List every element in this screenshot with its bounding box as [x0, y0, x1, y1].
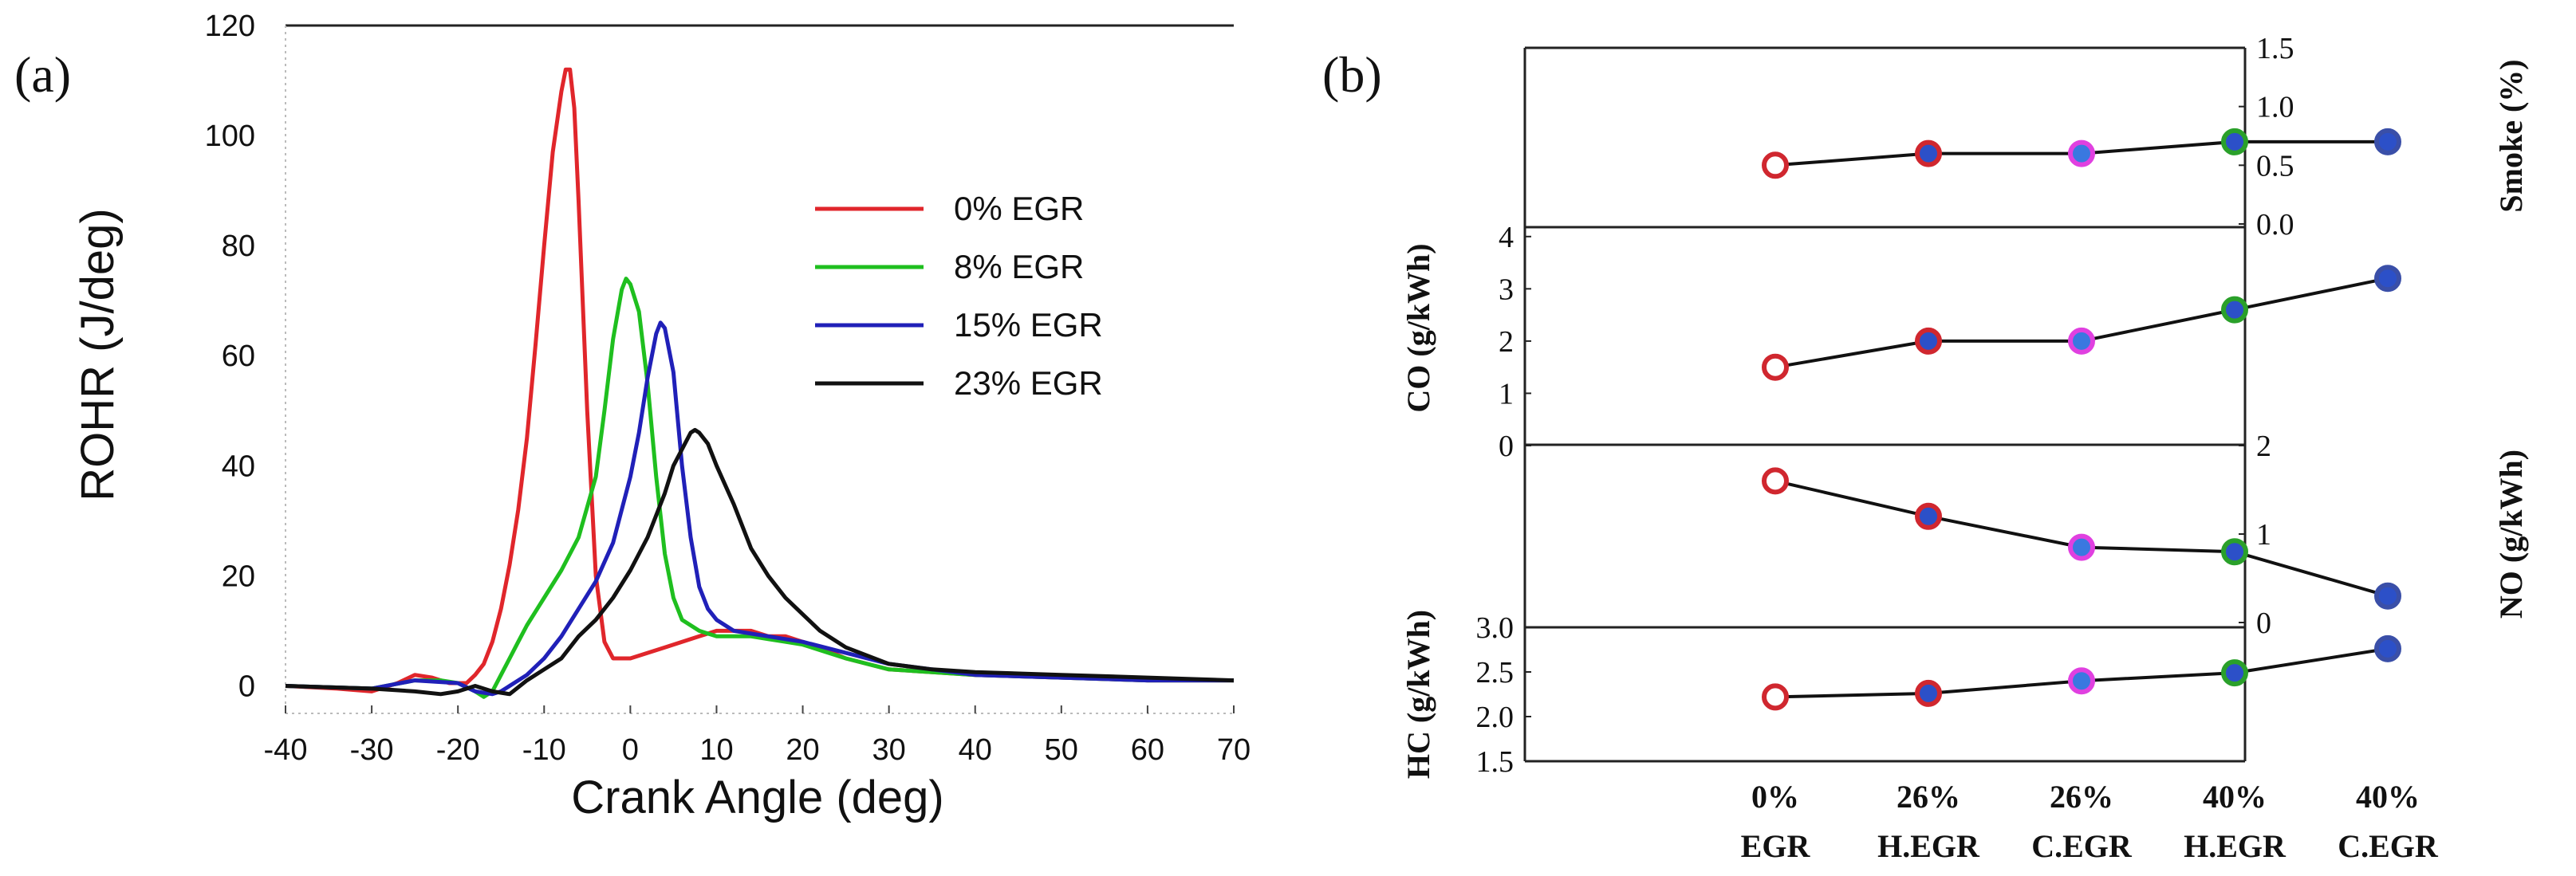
subplot-marker-1-1: [1915, 327, 1942, 355]
subplot-marker-3-4: [2374, 634, 2401, 662]
x-tick-label: 40: [959, 733, 992, 767]
legend-label-1: 8% EGR: [954, 248, 1084, 285]
subplot-ylabel-1: CO (g/kWh): [1400, 243, 1436, 412]
panel-a-label: (a): [14, 46, 71, 103]
y-tick-label: 0.0: [2256, 208, 2294, 242]
category-label-line2: EGR: [1741, 828, 1811, 864]
y-tick-label: 2.5: [1476, 656, 1514, 689]
legend-label-0: 0% EGR: [954, 190, 1084, 227]
emissions-chart: 0.0 0.5 1.0 1.5 Smoke (%) 0 1 2 3 4 CO (g/kWh) 0 1 2 N…: [1400, 32, 2529, 864]
subplot-ylabel-0: Smoke (%): [2493, 59, 2529, 212]
y-tick-label: 20: [222, 560, 255, 593]
y-tick-label: 3.0: [1476, 611, 1514, 645]
y-tick-label: 2: [2256, 430, 2271, 463]
subplot-marker-2-2: [2068, 533, 2095, 561]
category-label-line2: C.EGR: [2338, 828, 2439, 864]
category-label-line1: 40%: [2203, 779, 2267, 815]
subplot-marker-3-2: [2068, 667, 2095, 695]
legend-label-3: 23% EGR: [954, 364, 1103, 402]
x-tick-label: 50: [1045, 733, 1078, 767]
x-tick-label: 30: [872, 733, 905, 767]
legend-label-2: 15% EGR: [954, 306, 1103, 344]
y-tick-label: 2: [1499, 325, 1514, 359]
y-tick-label: 1.0: [2256, 91, 2294, 124]
subplot-marker-0-3: [2221, 128, 2248, 155]
y-tick-label: 100: [205, 120, 255, 153]
subplot-marker-3-1: [1915, 679, 1942, 707]
category-label-line1: 0%: [1751, 779, 1799, 815]
x-tick-label: 10: [699, 733, 733, 767]
y-tick-label: 0: [1499, 430, 1514, 463]
y-tick-label: 0: [2256, 607, 2271, 640]
subplot-ylabel-3: HC (g/kWh): [1400, 610, 1436, 779]
subplot-marker-0-2: [2068, 139, 2095, 167]
subplot-marker-2-0: [1762, 467, 1789, 495]
x-tick-label: -10: [522, 733, 566, 767]
subplot-marker-3-3: [2221, 659, 2248, 687]
subplot-marker-3-0: [1762, 683, 1789, 711]
subplot-marker-1-4: [2374, 265, 2401, 293]
category-label-line2: H.EGR: [1877, 828, 1980, 864]
y-tick-label: 120: [205, 10, 255, 43]
y-tick-label: 1.5: [2256, 32, 2294, 65]
panel-b-label: (b): [1322, 46, 1382, 103]
y-tick-label: 1.5: [1476, 745, 1514, 779]
subplot-marker-2-3: [2221, 538, 2248, 566]
subplot-marker-2-1: [1915, 502, 1942, 530]
y-tick-label: 3: [1499, 273, 1514, 306]
y-tick-label: 0: [238, 670, 255, 703]
y-tick-label: 60: [222, 340, 255, 373]
y-tick-label: 0.5: [2256, 149, 2294, 183]
x-tick-label: -30: [350, 733, 394, 767]
category-label-line2: H.EGR: [2184, 828, 2286, 864]
x-tick-label: 60: [1131, 733, 1164, 767]
x-tick-label: 0: [622, 733, 639, 767]
x-axis-label: Crank Angle (deg): [571, 772, 943, 823]
category-label-line1: 40%: [2356, 779, 2420, 815]
subplot-marker-0-1: [1915, 139, 1942, 167]
category-label-line2: C.EGR: [2031, 828, 2133, 864]
subplot-marker-0-0: [1762, 151, 1789, 179]
y-tick-label: 40: [222, 450, 255, 483]
subplot-marker-2-4: [2374, 582, 2401, 610]
x-tick-label: -40: [264, 733, 308, 767]
x-tick-label: 20: [786, 733, 819, 767]
y-axis-label: ROHR (J/deg): [72, 208, 124, 501]
y-tick-label: 80: [222, 230, 255, 263]
x-tick-label: 70: [1217, 733, 1251, 767]
category-label-line1: 26%: [1897, 779, 1960, 815]
subplot-marker-1-0: [1762, 353, 1789, 381]
subplot-ylabel-2: NO (g/kWh): [2493, 450, 2529, 619]
y-tick-label: 1: [1499, 377, 1514, 411]
subplot-marker-1-2: [2068, 327, 2095, 355]
rohr-chart: -40 -30 -20 -10 0 10 20 30 40 50 60 70 0 20 40 60 80 100 1…: [72, 10, 1251, 823]
subplot-marker-1-3: [2221, 296, 2248, 324]
y-tick-label: 1: [2256, 518, 2271, 552]
series-line-3: [285, 427, 1235, 697]
subplot-marker-0-4: [2374, 128, 2401, 155]
y-tick-label: 4: [1499, 221, 1514, 254]
category-label-line1: 26%: [2050, 779, 2113, 815]
x-tick-label: -20: [436, 733, 480, 767]
y-tick-label: 2.0: [1476, 701, 1514, 734]
